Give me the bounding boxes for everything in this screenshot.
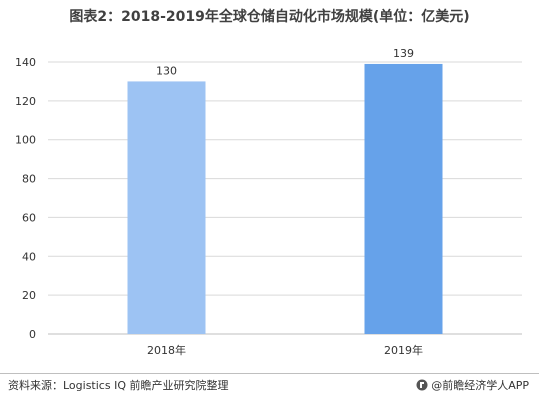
x-tick-label: 2019年 — [384, 343, 423, 357]
credit-text: @前瞻经济学人APP — [431, 379, 529, 392]
data-label: 139 — [393, 47, 414, 60]
brand-logo-icon — [416, 379, 428, 391]
data-label: 130 — [156, 64, 177, 77]
bar — [364, 63, 443, 334]
credit: @前瞻经济学人APP — [416, 377, 529, 393]
bar — [127, 81, 206, 334]
y-tick-label: 0 — [29, 328, 36, 341]
y-tick-label: 80 — [22, 173, 36, 186]
y-tick-label: 40 — [22, 250, 36, 263]
footer-divider — [0, 373, 539, 374]
y-tick-label: 120 — [15, 95, 36, 108]
source-note: 资料来源：Logistics IQ 前瞻产业研究院整理 — [8, 379, 229, 392]
y-tick-label: 60 — [22, 211, 36, 224]
y-tick-label: 140 — [15, 56, 36, 69]
chart-title: 图表2：2018-2019年全球仓储自动化市场规模(单位：亿美元) — [69, 9, 470, 25]
x-tick-label: 2018年 — [147, 343, 186, 357]
bar-chart: 0 20 40 60 80 100 120 140 130 2018年 139 2019年 — [15, 47, 522, 357]
y-tick-label: 100 — [15, 134, 36, 147]
y-tick-label: 20 — [22, 289, 36, 302]
